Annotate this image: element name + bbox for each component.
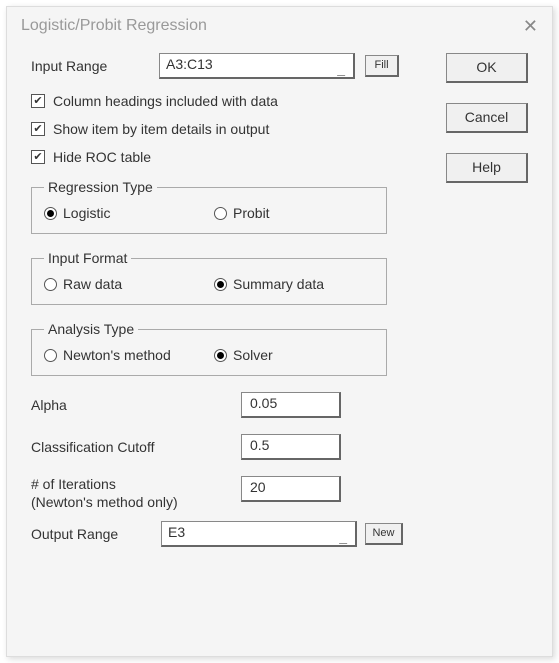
radio-icon [214, 207, 227, 220]
radio-raw-data[interactable]: Raw data [44, 276, 204, 292]
input-format-legend: Input Format [44, 250, 131, 266]
iterations-field[interactable]: 20 [241, 476, 341, 502]
alpha-field[interactable]: 0.05 [241, 392, 341, 418]
output-range-value: E3 [168, 524, 185, 540]
radio-newton[interactable]: Newton's method [44, 347, 204, 363]
iterations-label-1: # of Iterations [31, 476, 116, 492]
dialog-title: Logistic/Probit Regression [21, 17, 207, 35]
radio-logistic-label: Logistic [63, 205, 110, 221]
radio-probit[interactable]: Probit [214, 205, 374, 221]
iterations-row: # of Iterations (Newton's method only) 2… [31, 476, 528, 511]
input-range-value: A3:C13 [166, 56, 213, 72]
ok-button[interactable]: OK [446, 53, 528, 83]
regression-type-legend: Regression Type [44, 179, 157, 195]
close-icon[interactable]: ✕ [523, 16, 538, 37]
help-button[interactable]: Help [446, 153, 528, 183]
checkbox-icon: ✔ [31, 94, 45, 108]
alpha-label: Alpha [31, 397, 241, 413]
radio-raw-label: Raw data [63, 276, 122, 292]
radio-icon [44, 278, 57, 291]
cancel-button[interactable]: Cancel [446, 103, 528, 133]
action-buttons: OK Cancel Help [446, 53, 528, 183]
checkbox-details-label: Show item by item details in output [53, 121, 269, 137]
radio-icon [214, 278, 227, 291]
alpha-value: 0.05 [250, 395, 277, 411]
radio-probit-label: Probit [233, 205, 270, 221]
analysis-type-group: Analysis Type Newton's method Solver [31, 321, 387, 376]
range-select-icon[interactable]: _ [339, 529, 347, 545]
iterations-label-2: (Newton's method only) [31, 494, 178, 510]
regression-type-group: Regression Type Logistic Probit [31, 179, 387, 234]
input-range-label: Input Range [31, 58, 159, 74]
iterations-value: 20 [250, 479, 266, 495]
checkbox-headings-label: Column headings included with data [53, 93, 278, 109]
radio-solver[interactable]: Solver [214, 347, 374, 363]
alpha-row: Alpha 0.05 [31, 392, 528, 418]
output-range-label: Output Range [31, 526, 161, 542]
output-range-row: Output Range E3 _ New [31, 521, 528, 547]
dialog-body: OK Cancel Help Input Range A3:C13 _ Fill… [7, 45, 552, 561]
checkbox-hide-roc-label: Hide ROC table [53, 149, 151, 165]
iterations-label: # of Iterations (Newton's method only) [31, 476, 241, 511]
output-range-field[interactable]: E3 _ [161, 521, 357, 547]
new-button[interactable]: New [365, 523, 403, 545]
radio-icon [44, 349, 57, 362]
radio-logistic[interactable]: Logistic [44, 205, 204, 221]
checkbox-icon: ✔ [31, 122, 45, 136]
radio-solver-label: Solver [233, 347, 273, 363]
dialog-window: Logistic/Probit Regression ✕ OK Cancel H… [6, 6, 553, 657]
cutoff-field[interactable]: 0.5 [241, 434, 341, 460]
analysis-type-legend: Analysis Type [44, 321, 138, 337]
radio-newton-label: Newton's method [63, 347, 171, 363]
cutoff-value: 0.5 [250, 437, 269, 453]
radio-summary-label: Summary data [233, 276, 324, 292]
fill-button[interactable]: Fill [365, 55, 399, 77]
cutoff-label: Classification Cutoff [31, 439, 241, 455]
checkbox-icon: ✔ [31, 150, 45, 164]
range-select-icon[interactable]: _ [337, 61, 345, 77]
titlebar: Logistic/Probit Regression ✕ [7, 7, 552, 45]
input-range-field[interactable]: A3:C13 _ [159, 53, 355, 79]
cutoff-row: Classification Cutoff 0.5 [31, 434, 528, 460]
radio-summary-data[interactable]: Summary data [214, 276, 374, 292]
radio-icon [214, 349, 227, 362]
radio-icon [44, 207, 57, 220]
input-format-group: Input Format Raw data Summary data [31, 250, 387, 305]
